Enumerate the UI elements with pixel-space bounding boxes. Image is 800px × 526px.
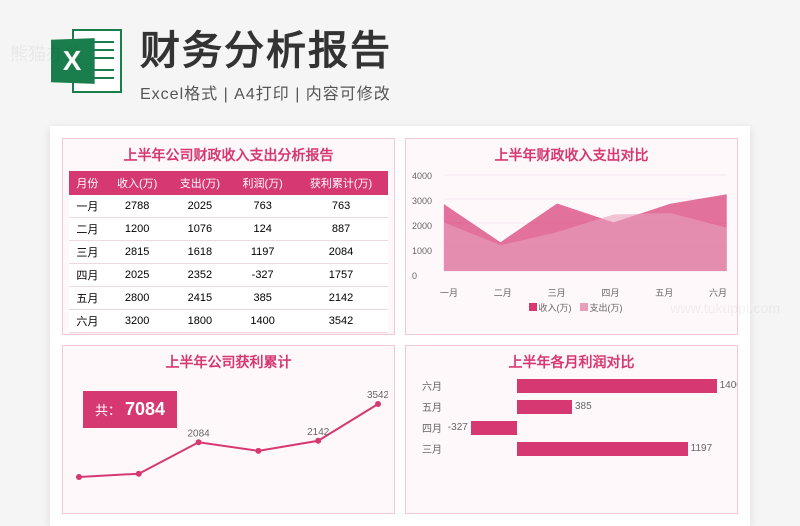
svg-text:3542: 3542 [367,390,388,401]
table-cell: 2415 [169,287,232,310]
table-cell: 三月 [69,241,106,264]
table-panel: 上半年公司财政收入支出分析报告 月份收入(万)支出(万)利润(万)获利累计(万)… [62,138,395,335]
table-header: 支出(万) [169,171,232,195]
table-cell: 3542 [294,310,388,333]
bar-row: 三月 1197 [412,441,731,456]
bar-row: 四月-327 [412,420,731,435]
table-cell: 五月 [69,287,106,310]
bar-label: 六月 [412,378,446,393]
bar-row: 五月 385 [412,399,731,414]
table-cell: 887 [294,218,388,241]
table-cell: 763 [294,195,388,218]
table-cell: 763 [231,195,294,218]
bar-value: 1197 [691,442,713,456]
table-cell: 合计 [69,333,106,336]
table-cell: 1800 [169,310,232,333]
cumulative-panel: 上半年公司获利累计 共：7084 2084 2142 3542 [62,345,395,514]
bar-label: 四月 [412,420,446,435]
bar-chart: 六月1400五月385四月-327三月1197 [412,378,731,456]
table-cell: 1400 [231,310,294,333]
svg-text:2084: 2084 [188,428,211,439]
table-header: 获利累计(万) [294,171,388,195]
table-cell: 1197 [231,241,294,264]
document-preview: 上半年公司财政收入支出分析报告 月份收入(万)支出(万)利润(万)获利累计(万)… [50,126,750,526]
table-cell: 1076 [169,218,232,241]
table-row: 一月27882025763763 [69,195,388,218]
table-row: 六月3200180014003542 [69,310,388,333]
cumul-title: 上半年公司获利累计 [69,352,388,372]
bar-value: 1400 [720,379,738,393]
area-y-axis: 01000200030004000 [412,171,432,281]
table-cell: 2025 [106,264,169,287]
table-cell: -327 [231,264,294,287]
bar-label: 三月 [412,441,446,456]
table-cell: 二月 [69,218,106,241]
table-cell: 2025 [169,195,232,218]
area-chart-panel: 上半年财政收入支出对比 01000200030004000 一月二月三月四月五月… [405,138,738,335]
table-cell: 1618 [169,241,232,264]
bar-value: 385 [575,400,592,414]
bar-row: 六月1400 [412,378,731,393]
area-title: 上半年财政收入支出对比 [412,145,731,165]
table-cell: 3542 [231,333,294,336]
finance-table: 月份收入(万)支出(万)利润(万)获利累计(万) 一月2788202576376… [69,171,388,335]
page-subtitle: Excel格式 | A4打印 | 内容可修改 [140,80,750,104]
table-header: 收入(万) [106,171,169,195]
header: X 财务分析报告 Excel格式 | A4打印 | 内容可修改 [0,0,800,114]
table-title: 上半年公司财政收入支出分析报告 [69,145,388,165]
area-legend: 收入(万)支出(万) [412,301,731,314]
table-cell: 2084 [294,241,388,264]
svg-text:2142: 2142 [307,427,330,438]
table-cell: 14828 [106,333,169,336]
table-header: 利润(万) [231,171,294,195]
table-cell: 一月 [69,195,106,218]
bar-title: 上半年各月利润对比 [412,352,731,372]
table-cell: 1757 [294,264,388,287]
table-row: 五月280024153852142 [69,287,388,310]
area-chart [412,171,731,281]
bar-chart-panel: 上半年各月利润对比 六月1400五月385四月-327三月1197 [405,345,738,514]
bar-label: 五月 [412,399,446,414]
table-header: 月份 [69,171,106,195]
table-row: 四月20252352-3271757 [69,264,388,287]
bar-value: -327 [448,421,468,435]
table-cell: 四月 [69,264,106,287]
area-x-axis: 一月二月三月四月五月六月 [412,286,731,299]
table-cell: 385 [231,287,294,310]
total-badge: 共：7084 [83,391,177,428]
table-row: 三月2815161811972084 [69,241,388,264]
table-cell: 2352 [169,264,232,287]
table-cell: 2815 [106,241,169,264]
table-cell: 11286 [169,333,232,336]
table-cell: 2788 [106,195,169,218]
table-cell: 2800 [106,287,169,310]
table-cell: 1200 [106,218,169,241]
table-cell: 六月 [69,310,106,333]
table-row: 合计148281128635427084 [69,333,388,336]
table-row: 二月12001076124887 [69,218,388,241]
table-cell: 2142 [294,287,388,310]
table-cell: 3200 [106,310,169,333]
table-cell: 124 [231,218,294,241]
page-title: 财务分析报告 [140,18,750,76]
table-cell: 7084 [294,333,388,336]
excel-icon: X [50,25,122,97]
